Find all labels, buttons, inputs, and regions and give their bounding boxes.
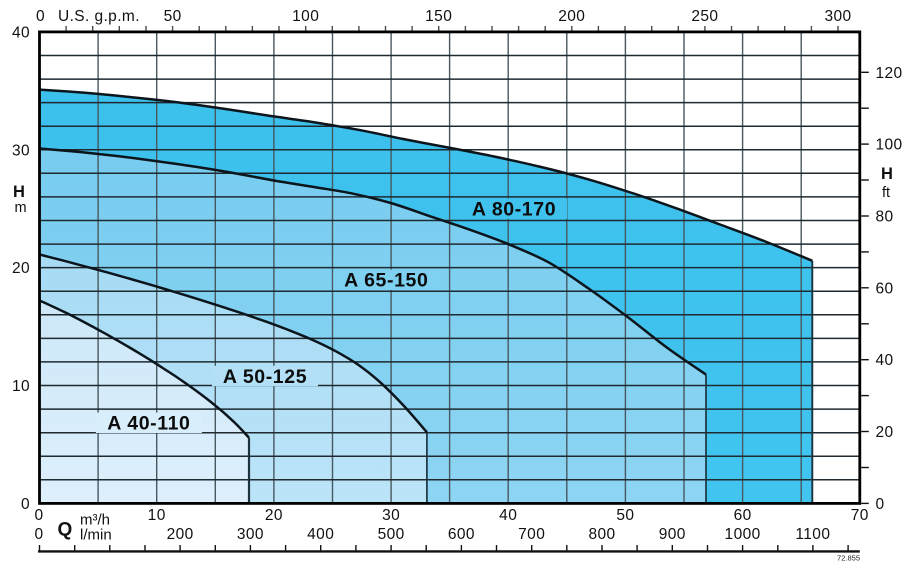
svg-text:0: 0 xyxy=(21,496,30,513)
svg-text:U.S. g.p.m.: U.S. g.p.m. xyxy=(58,8,140,25)
svg-text:50: 50 xyxy=(616,507,634,524)
svg-text:1100: 1100 xyxy=(795,526,830,543)
svg-text:A 40-110: A 40-110 xyxy=(107,413,190,435)
svg-text:m³/h: m³/h xyxy=(80,512,110,529)
svg-text:40: 40 xyxy=(12,24,30,41)
svg-text:A 50-125: A 50-125 xyxy=(223,366,307,388)
svg-text:200: 200 xyxy=(558,8,585,25)
svg-text:10: 10 xyxy=(12,378,30,395)
svg-text:250: 250 xyxy=(691,8,718,25)
svg-text:H: H xyxy=(881,165,893,183)
svg-text:120: 120 xyxy=(876,65,903,82)
svg-text:m: m xyxy=(15,200,27,216)
svg-text:400: 400 xyxy=(307,526,334,543)
svg-text:500: 500 xyxy=(378,526,405,543)
svg-text:900: 900 xyxy=(659,526,686,543)
svg-text:60: 60 xyxy=(734,507,752,524)
svg-text:50: 50 xyxy=(164,8,182,25)
svg-text:10: 10 xyxy=(148,507,166,524)
svg-text:A 65-150: A 65-150 xyxy=(344,270,428,292)
svg-text:0: 0 xyxy=(36,8,45,25)
svg-text:30: 30 xyxy=(12,142,30,159)
svg-text:0: 0 xyxy=(34,507,43,524)
svg-text:800: 800 xyxy=(588,526,615,543)
svg-text:30: 30 xyxy=(382,507,400,524)
svg-text:300: 300 xyxy=(237,526,264,543)
svg-text:1000: 1000 xyxy=(725,526,761,543)
svg-text:ft: ft xyxy=(882,185,890,201)
svg-text:300: 300 xyxy=(824,8,851,25)
svg-text:20: 20 xyxy=(876,424,894,441)
svg-text:700: 700 xyxy=(518,526,545,543)
svg-text:200: 200 xyxy=(167,526,194,543)
svg-text:l/min: l/min xyxy=(80,527,112,544)
svg-text:600: 600 xyxy=(448,526,475,543)
svg-text:Q: Q xyxy=(58,520,73,541)
svg-text:20: 20 xyxy=(12,260,30,277)
svg-text:0: 0 xyxy=(876,496,885,513)
svg-text:150: 150 xyxy=(425,8,452,25)
svg-text:0: 0 xyxy=(34,526,43,543)
svg-text:A 80-170: A 80-170 xyxy=(472,199,556,221)
svg-text:H: H xyxy=(13,183,25,201)
svg-text:20: 20 xyxy=(265,507,283,524)
svg-text:70: 70 xyxy=(851,507,869,524)
svg-text:40: 40 xyxy=(876,352,894,369)
svg-text:40: 40 xyxy=(499,507,517,524)
svg-text:60: 60 xyxy=(876,280,894,297)
svg-text:72.855: 72.855 xyxy=(837,554,860,563)
svg-text:80: 80 xyxy=(876,209,894,226)
svg-text:100: 100 xyxy=(876,137,903,154)
svg-text:100: 100 xyxy=(292,8,319,25)
